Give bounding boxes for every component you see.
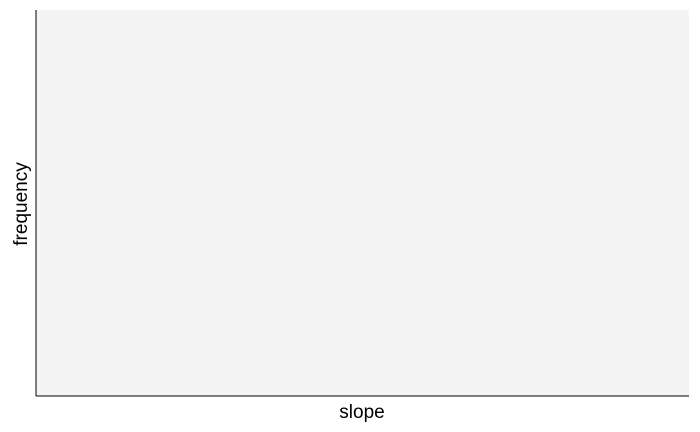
x-axis-title: slope bbox=[339, 402, 384, 423]
y-axis-title: frequency bbox=[11, 162, 32, 246]
plot-panel bbox=[36, 10, 689, 396]
